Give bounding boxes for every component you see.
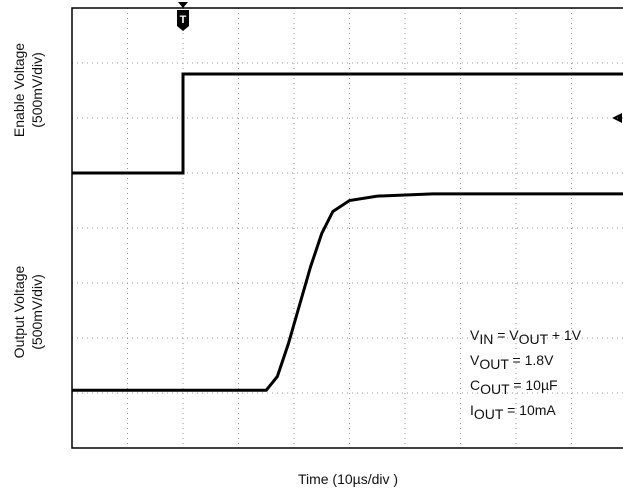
trace (72, 192, 623, 392)
annotation-subscript: OUT (480, 381, 510, 397)
annotation-text: = 10mA (503, 402, 556, 418)
annotation-text: I (470, 402, 474, 418)
annotation-text: = V (493, 327, 519, 343)
annotation-text: C (470, 377, 480, 393)
annotation: IOUT = 10mA (470, 402, 556, 422)
annotation-subscript: OUT (479, 356, 509, 372)
annotation-text: = 1.8V (509, 352, 554, 368)
annotation-text: V (470, 327, 480, 343)
annotation: VOUT = 1.8V (470, 352, 554, 372)
annotation-subscript: IN (479, 331, 493, 347)
annotation: VIN = VOUT + 1V (470, 327, 582, 347)
annotation-text: + 1V (548, 327, 582, 343)
y-axis-label: Enable Voltage (11, 43, 27, 137)
trigger-label: T (180, 14, 187, 26)
annotation-text: = 10µF (509, 377, 557, 393)
y-axis-label: (500mV/div) (29, 52, 45, 127)
annotation-text: V (470, 352, 480, 368)
trigger-arrow (178, 2, 188, 8)
annotation-subscript: OUT (474, 406, 504, 422)
annotation-subscript: OUT (519, 331, 549, 347)
trace (72, 72, 623, 175)
annotation: COUT = 10µF (470, 377, 558, 397)
y-axis-label: Output Voltage (11, 265, 27, 358)
plot-frame (71, 7, 623, 449)
trigger-marker (177, 10, 189, 31)
y-axis-label: (500mV/div) (29, 274, 45, 349)
x-axis-label: Time (10µs/div ) (298, 471, 398, 487)
